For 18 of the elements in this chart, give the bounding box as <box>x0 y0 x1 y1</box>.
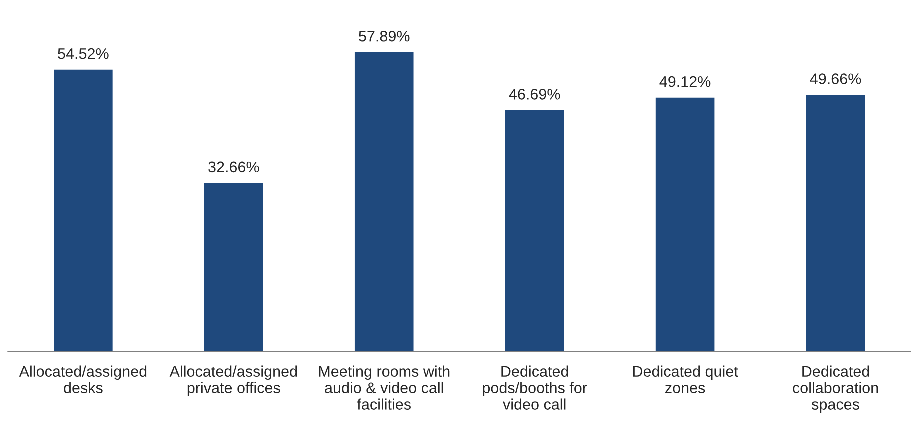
x-tick-label: Dedicated pods/booths for video call <box>483 366 588 410</box>
bar <box>654 96 716 352</box>
bar <box>52 68 114 352</box>
data-label: 49.12% <box>660 76 711 88</box>
data-label: 32.66% <box>208 162 260 173</box>
data-label: 57.89% <box>359 30 410 42</box>
x-tick-label: Allocated/assigned private offices <box>170 366 298 397</box>
x-tick-label: Dedicated collaboration spaces <box>793 366 878 413</box>
data-label: 46.69% <box>509 89 560 100</box>
x-tick-label: Dedicated quiet zones <box>633 366 738 394</box>
x-tick-label: Meeting rooms with audio & video call facilities <box>319 366 450 410</box>
bar <box>804 94 867 352</box>
data-label: 49.66% <box>810 74 862 84</box>
data-label: 54.52% <box>58 48 109 60</box>
x-tick-label: Allocated/assigned desks <box>19 366 147 394</box>
bar <box>354 51 416 352</box>
bar <box>203 182 265 352</box>
bar <box>504 109 566 352</box>
